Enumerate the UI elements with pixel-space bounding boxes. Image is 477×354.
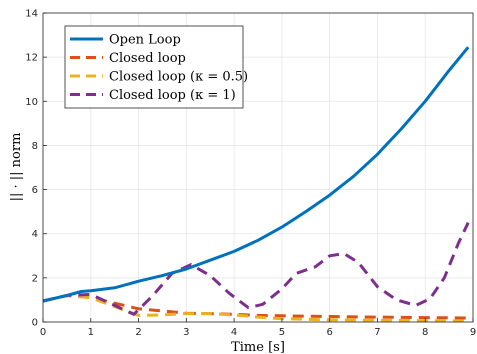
legend-entry-label: Open Loop [109,33,181,48]
y-axis-label: || · || norm [9,133,24,202]
y-tick-label: 6 [32,185,38,196]
x-axis-label: Time [s] [231,340,285,354]
y-tick-label: 12 [25,53,38,64]
x-tick-label: 5 [279,327,285,338]
legend: Open Loop Closed loop Closed loop (κ = 0.5… [64,25,248,109]
y-tick-label: 8 [32,141,38,152]
legend-entry-label: Closed loop [109,51,186,66]
series-line-2 [42,294,469,323]
legend-entry-label: Closed loop (κ = 1) [109,88,236,103]
y-tick-label: 0 [32,318,38,329]
x-tick-label: 6 [326,327,332,338]
x-tick-label: 9 [470,327,476,338]
series-line-0 [42,46,470,303]
x-tick-label: 8 [422,327,428,338]
x-tick-label: 3 [183,327,189,338]
legend-entry-label: Closed loop (κ = 0.5) [109,70,248,85]
y-tick-label: 2 [32,273,38,284]
x-tick-label: 4 [231,327,237,338]
y-tick-label: 14 [25,9,38,20]
x-tick-label: 0 [40,327,46,338]
y-tick-label: 4 [32,229,38,240]
plot-border [42,12,474,323]
series-layer [42,46,470,323]
x-tick-label: 2 [135,327,141,338]
series-line-3 [42,222,470,316]
x-tick-label: 7 [374,327,380,338]
y-tick-label: 10 [25,97,38,108]
x-tick-label: 1 [88,327,94,338]
